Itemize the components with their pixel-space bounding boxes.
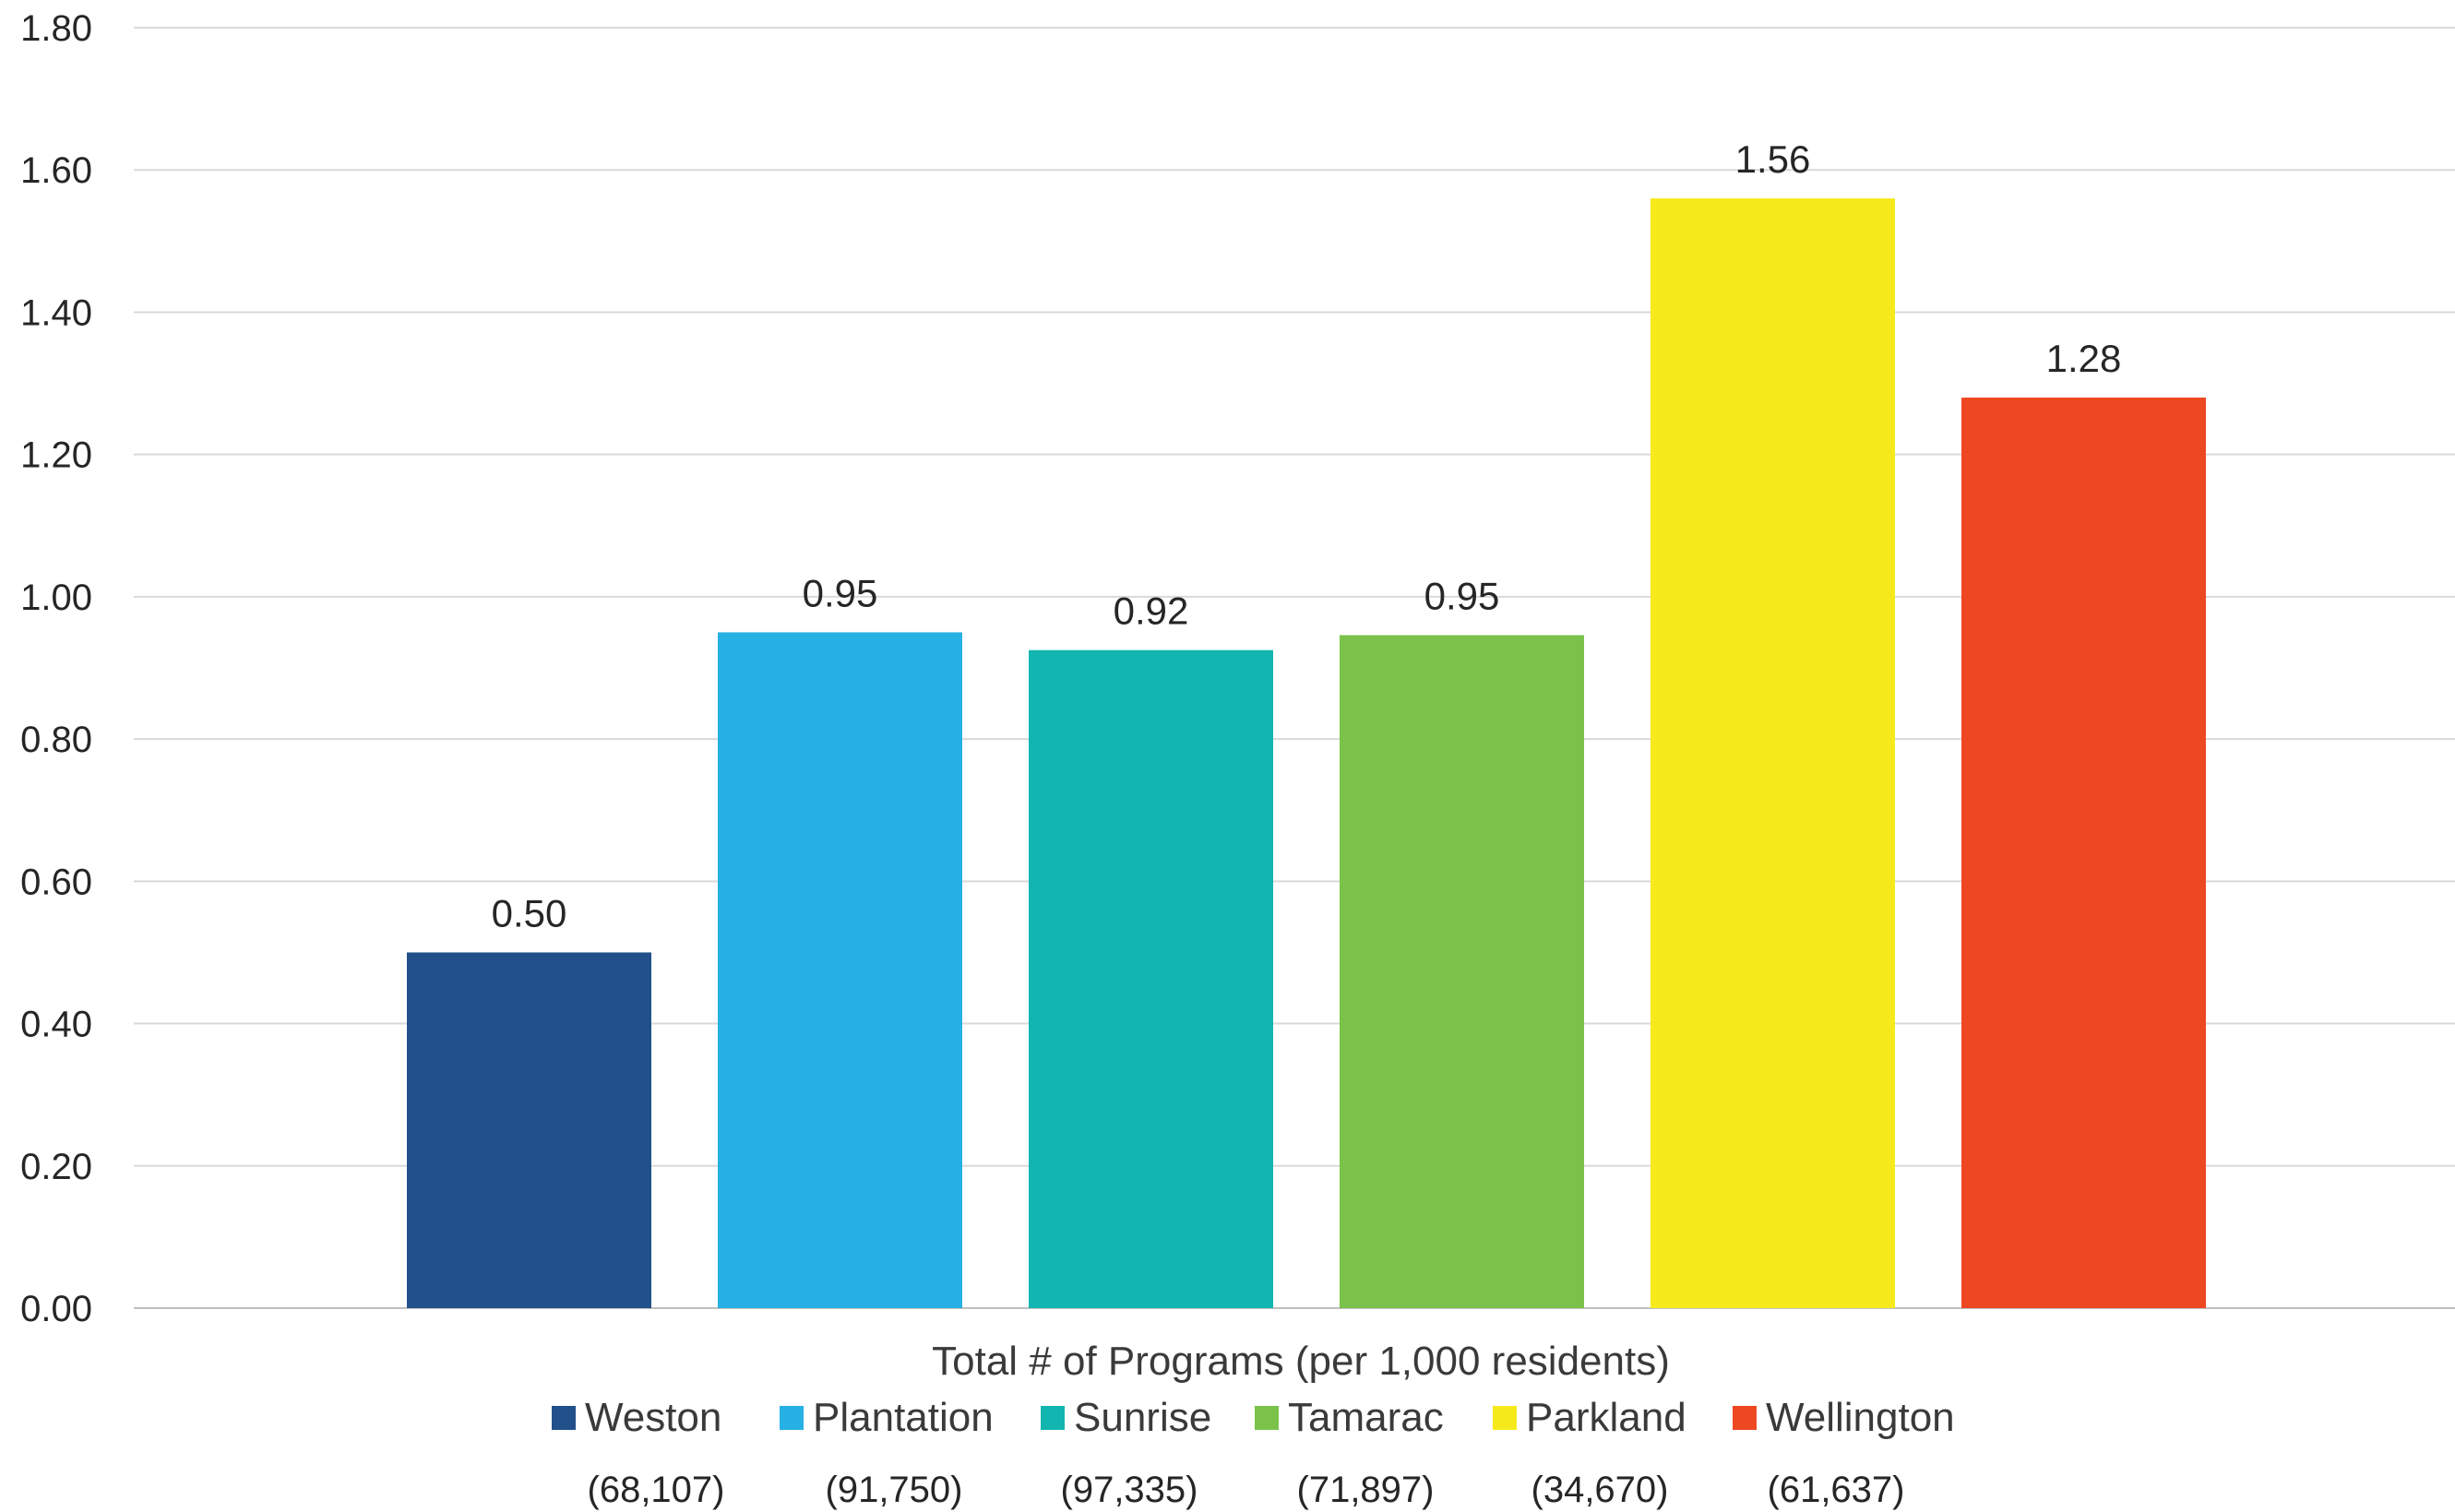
y-tick-label: 0.80 <box>20 720 92 760</box>
data-label-parkland: 1.56 <box>1735 137 1811 181</box>
bar-wellington <box>1961 397 2206 1308</box>
population-label-weston: (68,107) <box>588 1470 725 1510</box>
y-tick-label: 1.00 <box>20 577 92 618</box>
legend-label-weston: Weston <box>585 1395 721 1440</box>
data-labels: 0.50 0.95 0.92 0.95 1.56 1.28 <box>492 137 2122 935</box>
y-tick-label: 1.80 <box>20 8 92 49</box>
population-label-tamarac: (71,897) <box>1297 1470 1435 1510</box>
data-label-wellington: 1.28 <box>2046 337 2122 380</box>
legend: Weston Plantation Sunrise Tamarac Parkland We… <box>552 1395 1955 1440</box>
legend-swatch-weston <box>552 1406 576 1430</box>
y-tick-label: 0.60 <box>20 862 92 902</box>
y-axis-ticks: 0.00 0.20 0.40 0.60 0.80 1.00 1.20 1.40 1.60 1.80 <box>20 8 92 1329</box>
population-labels: (68,107) (91,750) (97,335) (71,897) (34,670)… <box>588 1470 1905 1510</box>
bars <box>407 198 2206 1309</box>
legend-swatch-wellington <box>1733 1406 1757 1430</box>
bar-weston <box>407 952 651 1308</box>
y-tick-label: 0.20 <box>20 1147 92 1187</box>
data-label-tamarac: 0.95 <box>1424 575 1500 618</box>
population-label-sunrise: (97,335) <box>1061 1470 1198 1510</box>
y-tick-label: 0.00 <box>20 1289 92 1329</box>
bar-plantation <box>718 632 962 1308</box>
population-label-wellington: (61,637) <box>1768 1470 1905 1510</box>
legend-label-wellington: Wellington <box>1766 1395 1955 1440</box>
bar-tamarac <box>1340 635 1584 1308</box>
legend-swatch-sunrise <box>1041 1406 1065 1430</box>
legend-label-tamarac: Tamarac <box>1288 1395 1444 1440</box>
population-label-plantation: (91,750) <box>826 1470 963 1510</box>
bar-parkland <box>1651 198 1895 1309</box>
legend-swatch-tamarac <box>1255 1406 1279 1430</box>
legend-swatch-parkland <box>1493 1406 1517 1430</box>
legend-label-parkland: Parkland <box>1526 1395 1686 1440</box>
legend-swatch-plantation <box>780 1406 804 1430</box>
bar-sunrise <box>1029 649 1273 1308</box>
x-axis-title: Total # of Programs (per 1,000 residents… <box>932 1339 1670 1384</box>
legend-label-sunrise: Sunrise <box>1074 1395 1211 1440</box>
data-label-sunrise: 0.92 <box>1114 589 1189 633</box>
data-label-plantation: 0.95 <box>803 571 878 614</box>
y-tick-label: 1.20 <box>20 435 92 476</box>
population-label-parkland: (34,670) <box>1531 1470 1669 1510</box>
y-tick-label: 1.60 <box>20 150 92 191</box>
y-tick-label: 0.40 <box>20 1005 92 1045</box>
y-tick-label: 1.40 <box>20 292 92 333</box>
legend-label-plantation: Plantation <box>813 1395 994 1440</box>
data-label-weston: 0.50 <box>492 891 567 935</box>
